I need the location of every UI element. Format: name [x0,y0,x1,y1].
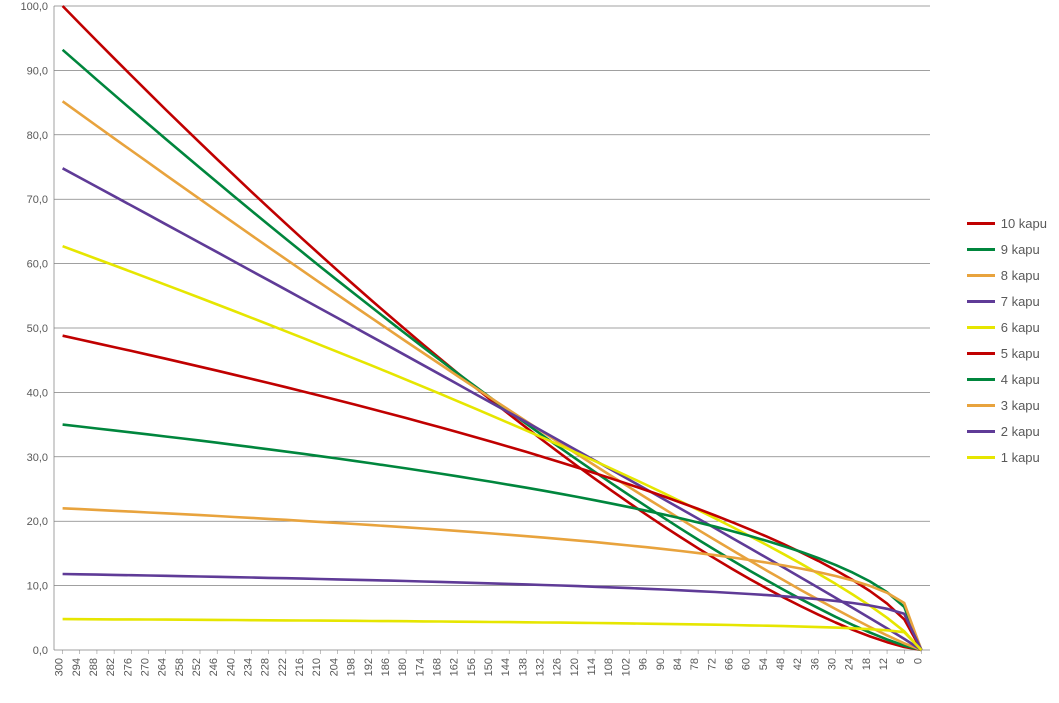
series-7-kapu [63,168,922,650]
svg-text:216: 216 [294,658,306,676]
legend-item: 3 kapu [967,392,1047,418]
legend-swatch [967,248,995,251]
svg-text:100,0: 100,0 [20,1,48,13]
svg-text:180: 180 [397,658,409,676]
series-4-kapu [63,425,922,650]
svg-text:186: 186 [380,658,392,676]
legend-item: 2 kapu [967,418,1047,444]
legend-swatch [967,352,995,355]
svg-text:192: 192 [363,658,375,676]
svg-text:90: 90 [655,658,667,670]
svg-text:198: 198 [346,658,358,676]
svg-text:240: 240 [225,658,237,676]
svg-text:36: 36 [809,658,821,670]
svg-text:156: 156 [466,658,478,676]
svg-text:20,0: 20,0 [27,516,48,528]
svg-text:246: 246 [208,658,220,676]
legend-label: 9 kapu [1001,242,1040,257]
svg-text:40,0: 40,0 [27,387,48,399]
svg-text:222: 222 [277,658,289,676]
svg-text:114: 114 [586,658,598,676]
legend-item: 6 kapu [967,314,1047,340]
svg-text:60: 60 [741,658,753,670]
svg-text:54: 54 [758,658,770,670]
svg-text:174: 174 [414,658,426,676]
svg-text:12: 12 [878,658,890,670]
svg-text:108: 108 [603,658,615,676]
legend-swatch [967,300,995,303]
legend-swatch [967,222,995,225]
svg-text:102: 102 [620,658,632,676]
svg-text:96: 96 [638,658,650,670]
svg-text:18: 18 [861,658,873,670]
svg-text:84: 84 [672,658,684,670]
legend-item: 10 kapu [967,210,1047,236]
svg-text:126: 126 [552,658,564,676]
svg-text:294: 294 [71,658,83,676]
svg-text:264: 264 [157,658,169,676]
svg-text:168: 168 [431,658,443,676]
svg-text:80,0: 80,0 [27,130,48,142]
legend-label: 6 kapu [1001,320,1040,335]
svg-text:288: 288 [88,658,100,676]
legend-item: 7 kapu [967,288,1047,314]
legend-label: 1 kapu [1001,450,1040,465]
svg-text:252: 252 [191,658,203,676]
svg-text:10,0: 10,0 [27,581,48,593]
legend-swatch [967,274,995,277]
legend-item: 1 kapu [967,444,1047,470]
svg-text:72: 72 [706,658,718,670]
legend-item: 4 kapu [967,366,1047,392]
line-chart: 0,0 10,0 20,0 30,0 40,0 50,0 60,0 70,0 80,0 90,0 1… [0,0,1059,703]
svg-text:0,0: 0,0 [33,645,48,657]
svg-text:138: 138 [517,658,529,676]
svg-text:24: 24 [844,658,856,670]
svg-text:78: 78 [689,658,701,670]
svg-text:70,0: 70,0 [27,194,48,206]
legend-label: 10 kapu [1001,216,1047,231]
series-1-kapu [63,619,922,650]
svg-text:120: 120 [569,658,581,676]
series-3-kapu [63,508,922,650]
svg-text:42: 42 [792,658,804,670]
legend-label: 8 kapu [1001,268,1040,283]
legend-swatch [967,430,995,433]
svg-text:50,0: 50,0 [27,323,48,335]
svg-text:6: 6 [895,658,907,664]
svg-text:0: 0 [912,658,924,664]
svg-text:48: 48 [775,658,787,670]
svg-text:204: 204 [328,658,340,676]
svg-text:30,0: 30,0 [27,452,48,464]
svg-text:66: 66 [723,658,735,670]
legend-swatch [967,326,995,329]
legend-swatch [967,404,995,407]
svg-text:282: 282 [105,658,117,676]
svg-text:30: 30 [827,658,839,670]
svg-text:144: 144 [500,658,512,676]
svg-text:270: 270 [139,658,151,676]
legend-swatch [967,378,995,381]
legend-label: 5 kapu [1001,346,1040,361]
legend: 10 kapu 9 kapu 8 kapu 7 kapu 6 kapu 5 kapu 4 k… [967,210,1047,470]
svg-text:258: 258 [174,658,186,676]
legend-item: 8 kapu [967,262,1047,288]
legend-item: 5 kapu [967,340,1047,366]
svg-text:234: 234 [243,658,255,676]
svg-text:276: 276 [122,658,134,676]
legend-label: 7 kapu [1001,294,1040,309]
legend-label: 2 kapu [1001,424,1040,439]
legend-label: 4 kapu [1001,372,1040,387]
svg-text:150: 150 [483,658,495,676]
legend-item: 9 kapu [967,236,1047,262]
legend-swatch [967,456,995,459]
svg-text:228: 228 [260,658,272,676]
svg-text:300: 300 [54,658,66,676]
series-6-kapu [63,246,922,650]
svg-text:60,0: 60,0 [27,259,48,271]
legend-label: 3 kapu [1001,398,1040,413]
svg-text:162: 162 [449,658,461,676]
svg-text:210: 210 [311,658,323,676]
svg-text:90,0: 90,0 [27,65,48,77]
svg-text:132: 132 [535,658,547,676]
